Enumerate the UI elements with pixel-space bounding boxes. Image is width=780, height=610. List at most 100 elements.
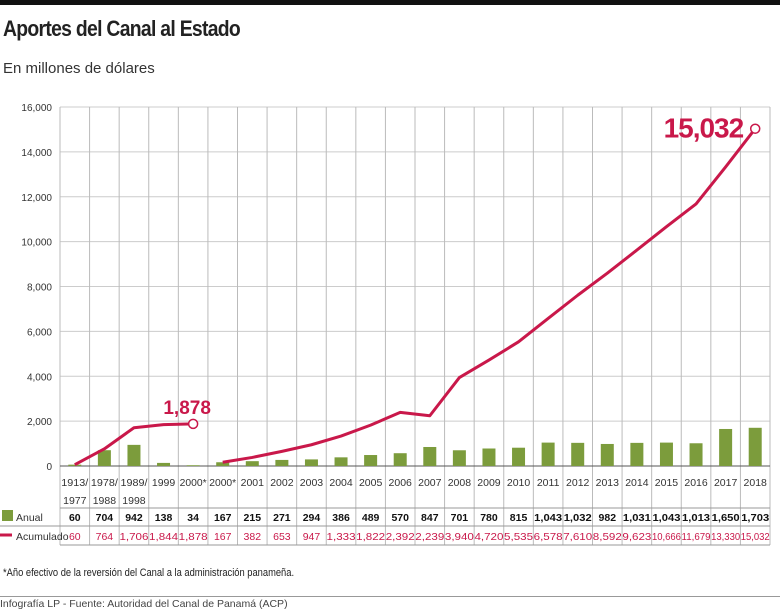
anual-value: 294 (303, 512, 321, 524)
annotation-15032: 15,032 (664, 113, 744, 144)
bar-anual (157, 462, 171, 466)
anual-value: 1,703 (741, 512, 769, 524)
acumulado-value: 15,032 (741, 531, 770, 543)
x-tick-label: 2000* (180, 477, 207, 489)
x-tick-label: 2014 (625, 477, 649, 489)
x-tick-label: 1978/ (91, 477, 118, 489)
x-tick-label: 2012 (566, 477, 590, 489)
anual-value: 847 (421, 512, 439, 524)
x-tick-label: 2000* (209, 477, 236, 489)
bar-anual (689, 443, 703, 466)
anual-value: 138 (155, 512, 173, 524)
anual-value: 271 (273, 512, 291, 524)
x-tick-label: 2016 (684, 477, 708, 489)
acumulado-value: 764 (96, 531, 114, 543)
acumulado-value: 2,239 (415, 531, 444, 543)
acumulado-value: 4,720 (474, 531, 503, 543)
x-tick-label: 2015 (655, 477, 679, 489)
x-tick-label: 1999 (152, 477, 176, 489)
top-bar (0, 0, 780, 5)
anual-value: 60 (69, 512, 81, 524)
acumulado-value: 11,679 (682, 531, 711, 543)
acumulado-value: 167 (214, 531, 232, 543)
bar-anual (659, 442, 673, 466)
bar-anual (748, 427, 762, 466)
y-tick-label: 8,000 (27, 283, 52, 294)
bar-anual (393, 453, 407, 466)
acumulado-value: 947 (303, 531, 321, 543)
anual-value: 780 (480, 512, 498, 524)
bar-anual (334, 457, 348, 466)
anual-value: 942 (125, 512, 143, 524)
acumulado-value: 1,844 (149, 531, 178, 543)
bar-anual (541, 442, 555, 466)
acumulado-value: 1,878 (179, 531, 208, 543)
bar-anual (600, 443, 614, 466)
legend-acumulado-label: Acumulado (16, 531, 69, 543)
bar-anual (68, 464, 82, 466)
y-tick-label: 2,000 (27, 417, 52, 428)
legend-anual-label: Anual (16, 512, 43, 524)
anual-value: 1,650 (712, 512, 740, 524)
acumulado-value: 7,610 (563, 531, 592, 543)
y-tick-label: 6,000 (27, 327, 52, 338)
anual-value: 1,043 (652, 512, 680, 524)
bar-anual (630, 442, 644, 466)
x-tick-label: 2005 (359, 477, 383, 489)
anual-value: 386 (332, 512, 350, 524)
x-tick-label: 2007 (418, 477, 442, 489)
x-tick-label: 1977 (63, 495, 87, 507)
x-tick-label: 2003 (300, 477, 324, 489)
acumulado-value: 9,623 (622, 531, 651, 543)
acumulado-value: 1,822 (356, 531, 385, 543)
x-tick-label: 2017 (714, 477, 738, 489)
anual-value: 704 (96, 512, 114, 524)
anual-value: 570 (391, 512, 409, 524)
acumulado-value: 5,535 (504, 531, 533, 543)
bar-anual (364, 455, 378, 466)
bar-anual (186, 465, 200, 466)
x-tick-label: 2001 (241, 477, 265, 489)
bar-anual (452, 450, 466, 466)
acumulado-value: 1,706 (119, 531, 148, 543)
x-tick-label: 1998 (122, 495, 146, 507)
anual-value: 1,032 (564, 512, 592, 524)
y-tick-label: 10,000 (21, 238, 52, 249)
chart-subtitle: En millones de dólares (3, 60, 155, 77)
x-tick-label: 2011 (537, 477, 560, 489)
bar-anual (719, 428, 733, 466)
bar-anual (304, 459, 318, 466)
y-tick-label: 4,000 (27, 372, 52, 383)
acumulado-value: 382 (244, 531, 262, 543)
y-tick-label: 0 (46, 462, 52, 473)
bar-anual (97, 450, 111, 466)
line-acumulado (74, 422, 194, 466)
anual-value: 1,031 (623, 512, 651, 524)
acumulado-value: 8,592 (593, 531, 622, 543)
bar-anual (275, 459, 289, 466)
bar-anual (245, 461, 259, 466)
bar-anual (482, 448, 496, 466)
x-tick-label: 2002 (270, 477, 294, 489)
x-tick-label: 2018 (744, 477, 768, 489)
anual-value: 1,013 (682, 512, 710, 524)
acumulado-value: 60 (69, 531, 81, 543)
anual-value: 489 (362, 512, 380, 524)
y-tick-label: 14,000 (21, 148, 52, 159)
x-tick-label: 1989/ (120, 477, 147, 489)
x-tick-label: 2010 (507, 477, 531, 489)
anual-value: 701 (451, 512, 469, 524)
bar-anual (216, 462, 230, 466)
annotation-1878: 1,878 (163, 398, 211, 419)
y-tick-label: 16,000 (21, 103, 52, 114)
acumulado-value: 10,666 (652, 531, 681, 543)
x-tick-label: 2008 (448, 477, 472, 489)
anual-value: 167 (214, 512, 232, 524)
acumulado-value: 13,330 (711, 531, 740, 543)
anual-value: 34 (187, 512, 199, 524)
footnote: *Año efectivo de la reversión del Canal … (3, 567, 295, 579)
x-tick-label: 2013 (596, 477, 620, 489)
acumulado-value: 6,578 (534, 531, 563, 543)
acumulado-value: 653 (273, 531, 291, 543)
